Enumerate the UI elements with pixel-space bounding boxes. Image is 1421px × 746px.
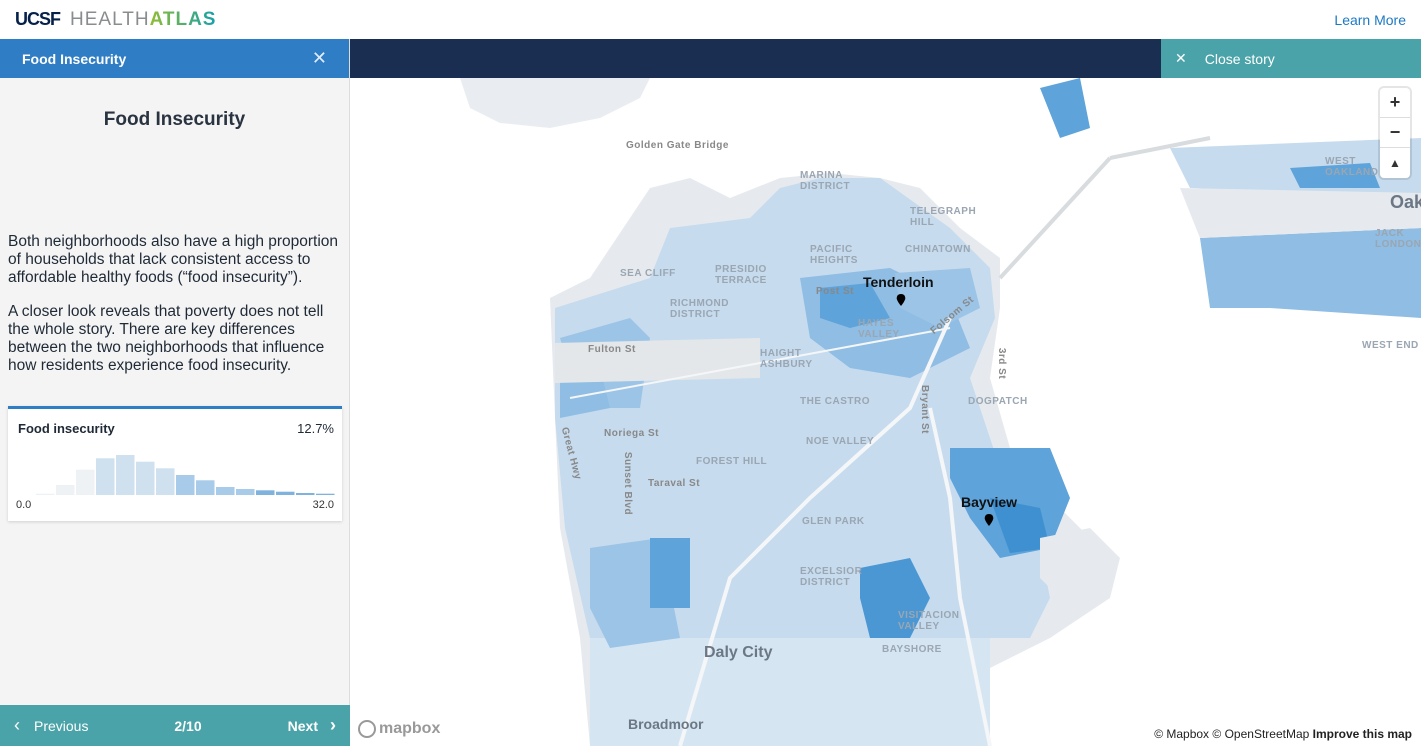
street-label: Noriega St [604, 428, 660, 439]
close-icon[interactable]: ✕ [311, 48, 327, 68]
chevron-left-icon: ‹ [14, 715, 20, 735]
map-label: THE CASTRO [800, 396, 870, 407]
histogram-bar [36, 493, 55, 495]
histogram-max: 32.0 [312, 499, 334, 511]
map-label: WEST END [1362, 340, 1419, 351]
histogram-bar [96, 458, 115, 495]
story-paragraph: Both neighborhoods also have a high prop… [8, 233, 339, 286]
histogram-bar [216, 487, 235, 495]
map-label: PACIFIC HEIGHTS [810, 244, 858, 266]
histogram-bar [276, 491, 295, 495]
map-label: PRESIDIO TERRACE [715, 264, 767, 286]
map-label: SEA CLIFF [620, 268, 676, 279]
attribution-mapbox-link[interactable]: © Mapbox [1154, 727, 1210, 741]
choropleth-map[interactable]: Golden Gate Bridge MARINA DISTRICT TELEG… [350, 78, 1421, 746]
mapbox-logo-text: mapbox [379, 720, 441, 737]
map-label: NOE VALLEY [806, 436, 875, 447]
top-bar: UCSF HEALTHATLAS Learn More [0, 0, 1421, 39]
metric-label: Food insecurity [18, 421, 115, 436]
map-label: DOGPATCH [968, 396, 1028, 407]
street-label: Post St [816, 286, 854, 297]
health-logo-text: HEALTH [70, 8, 150, 30]
chevron-right-icon: › [330, 715, 336, 735]
map-label: Golden Gate Bridge [626, 140, 729, 151]
previous-label: Previous [34, 717, 89, 734]
city-label: Daly City [704, 644, 773, 661]
histogram-chart [36, 455, 335, 495]
histogram-bar [236, 489, 255, 495]
map-pin-icon[interactable] [896, 294, 906, 306]
histogram-bar [296, 493, 315, 495]
next-button[interactable]: Next › [288, 715, 336, 736]
map-label: VISITACION VALLEY [898, 610, 960, 632]
street-label: Taraval St [648, 478, 701, 489]
story-title: Food Insecurity [103, 109, 246, 130]
close-story-button[interactable]: ✕ Close story [1161, 39, 1421, 78]
zoom-in-button[interactable]: + [1380, 88, 1410, 118]
story-panel: Food Insecurity ✕ Food Insecurity Both n… [0, 39, 350, 746]
map-canvas[interactable] [350, 78, 1421, 746]
map-zoom-controls: + − ▲ [1380, 88, 1410, 178]
histogram-min: 0.0 [16, 499, 32, 511]
map-label: FOREST HILL [696, 456, 768, 467]
map-attribution: © Mapbox © OpenStreetMap Improve this ma… [1151, 726, 1415, 742]
histogram-bar [256, 490, 275, 495]
story-paragraph: A closer look reveals that poverty does … [8, 303, 325, 374]
histogram-bar [316, 493, 335, 495]
metric-card[interactable]: Food insecurity 12.7% 0.0 32.0 [8, 406, 342, 521]
learn-more-link[interactable]: Learn More [1334, 11, 1406, 28]
panel-header-title: Food Insecurity [22, 50, 127, 67]
map-label: GLEN PARK [802, 516, 865, 527]
histogram-bar [136, 461, 155, 495]
map-pin-icon[interactable] [984, 514, 994, 526]
map-label: MARINA DISTRICT [800, 170, 851, 192]
street-label: 3rd St [996, 347, 1008, 380]
map-label: JACK LONDON [1375, 228, 1421, 250]
street-label: Sunset Blvd [622, 451, 634, 516]
city-label: Broadmoor [628, 716, 704, 732]
map-label: WEST OAKLAND [1325, 156, 1379, 178]
ucsf-health-atlas-logo[interactable]: UCSF HEALTHATLAS [15, 9, 216, 31]
map-label: RICHMOND DISTRICT [670, 298, 729, 320]
map-label: BAYSHORE [882, 644, 942, 655]
mapbox-icon [358, 720, 376, 738]
poi-tenderloin-label: Tenderloin [863, 274, 934, 290]
map-label: TELEGRAPH HILL [910, 206, 977, 228]
map-label: HAYES VALLEY [858, 318, 900, 340]
panel-header: Food Insecurity ✕ [0, 39, 349, 78]
histogram-bar [56, 485, 75, 495]
mapbox-logo[interactable]: mapbox [358, 720, 440, 738]
improve-map-link[interactable]: Improve this map [1312, 727, 1412, 741]
histogram-bar [196, 480, 215, 495]
ucsf-logo-text: UCSF [15, 8, 61, 29]
close-icon: ✕ [1175, 50, 1187, 66]
histogram-bar [176, 475, 195, 495]
story-text: Both neighborhoods also have a high prop… [0, 233, 349, 375]
zoom-out-button[interactable]: − [1380, 118, 1410, 148]
close-story-label: Close story [1204, 50, 1275, 67]
story-navigation: ‹ Previous 2/10 Next › [0, 705, 350, 746]
previous-button[interactable]: ‹ Previous [14, 715, 154, 736]
compass-reset-button[interactable]: ▲ [1389, 156, 1401, 170]
atlas-logo-text: ATLAS [149, 8, 217, 30]
attribution-osm-link[interactable]: © OpenStreetMap [1212, 727, 1310, 741]
map-label: Oak [1390, 192, 1421, 212]
map-label: CHINATOWN [905, 244, 971, 255]
next-label: Next [287, 717, 318, 734]
map-label: HAIGHT ASHBURY [760, 348, 813, 370]
story-counter: 2/10 [174, 717, 202, 734]
metric-value: 12.7% [297, 421, 334, 436]
histogram-bar [156, 468, 175, 495]
histogram-bar [76, 469, 95, 495]
histogram-bar [116, 455, 135, 495]
street-label: Bryant St [918, 385, 930, 434]
poi-bayview-label: Bayview [961, 494, 1018, 510]
map-label: EXCELSIOR DISTRICT [800, 566, 863, 588]
street-label: Fulton St [588, 344, 636, 355]
map-header-bar [350, 39, 1161, 78]
